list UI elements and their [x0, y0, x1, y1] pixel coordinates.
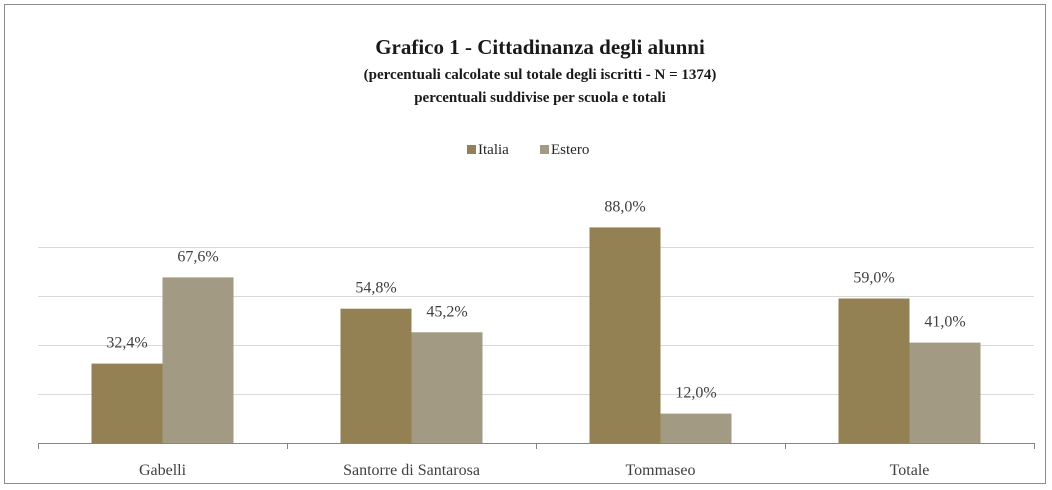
bar-italia-santorre-di-santarosa	[340, 308, 412, 443]
data-label: 59,0%	[853, 270, 894, 287]
legend-swatch-estero	[540, 145, 549, 154]
bar-italia-totale	[838, 298, 910, 443]
bars	[91, 227, 981, 443]
bar-estero-gabelli	[162, 277, 234, 443]
chart-legend: Italia Estero	[467, 142, 589, 158]
data-label: 54,8%	[355, 280, 396, 297]
data-label: 45,2%	[426, 303, 467, 320]
bar-estero-santorre-di-santarosa	[411, 332, 483, 443]
bar-estero-totale	[909, 342, 981, 443]
data-label: 88,0%	[604, 198, 645, 215]
bar-italia-tommaseo	[589, 227, 661, 443]
data-label: 67,6%	[177, 248, 218, 265]
x-axis: Gabelli Santorre di Santarosa Tommaseo Tota…	[38, 443, 1035, 479]
x-tick-label: Tommaseo	[626, 462, 696, 479]
bar-italia-gabelli	[91, 363, 163, 443]
x-tick-label: Gabelli	[139, 462, 187, 479]
chart-subtitle-line-2: percentuali suddivise per scuola e total…	[414, 90, 666, 106]
legend-label-estero: Estero	[551, 142, 589, 158]
data-label: 41,0%	[924, 314, 965, 331]
chart-title: Grafico 1 - Cittadinanza degli alunni	[375, 35, 705, 59]
bar-estero-tommaseo	[660, 413, 732, 443]
legend-swatch-italia	[467, 145, 476, 154]
legend-label-italia: Italia	[478, 142, 509, 158]
x-tick-label: Santorre di Santarosa	[343, 462, 480, 479]
chart-subtitle-line-1: (percentuali calcolate sul totale degli …	[364, 67, 717, 83]
data-label: 12,0%	[675, 385, 716, 402]
data-label: 32,4%	[106, 335, 147, 352]
x-tick-label: Totale	[890, 462, 930, 479]
data-labels: 32,4% 67,6% 54,8% 45,2% 88,0% 12,0% 59,0% 41,0%	[106, 198, 965, 401]
